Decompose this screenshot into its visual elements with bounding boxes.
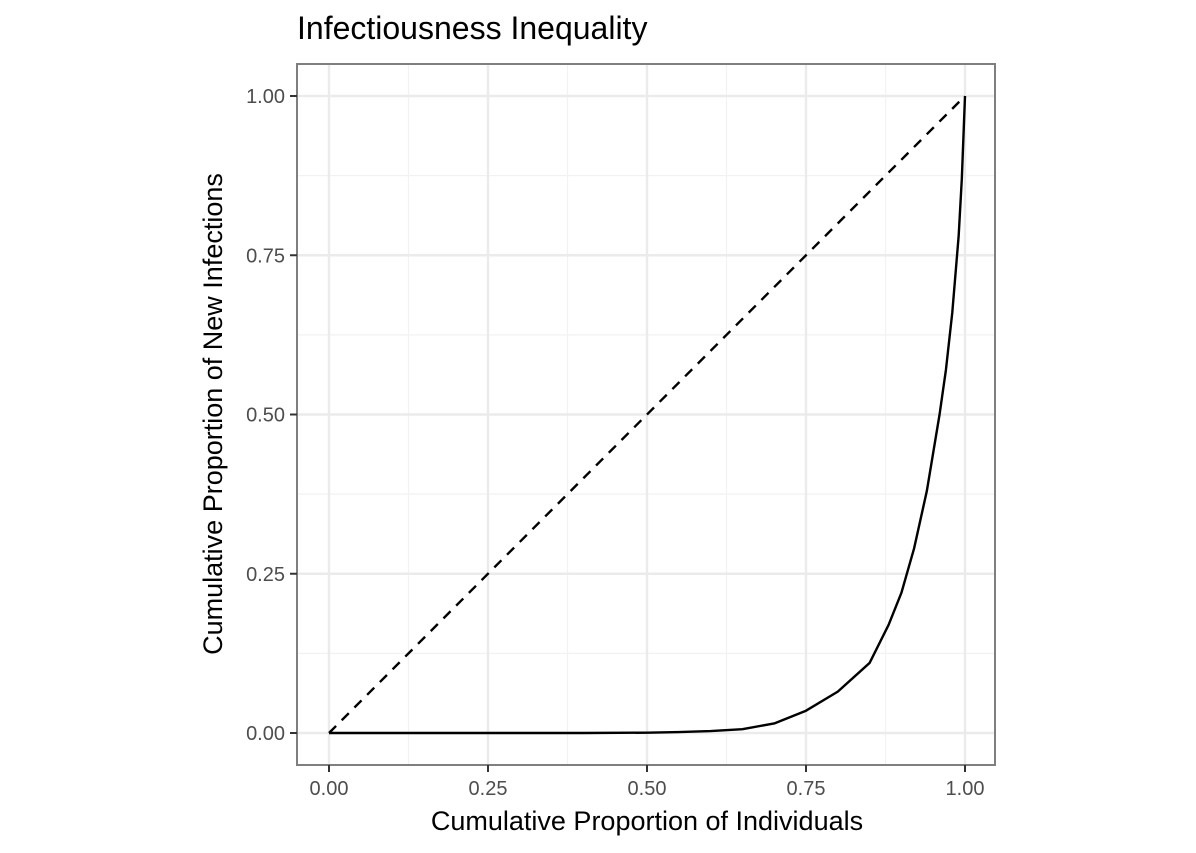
x-tick-label: 0.25 [469,778,508,800]
y-axis: 0.00 0.25 0.50 0.75 1.00 [246,86,297,745]
chart-title: Infectiousness Inequality [297,10,647,46]
y-tick-label: 0.25 [246,564,285,586]
y-axis-title: Cumulative Proportion of New Infections [198,173,228,655]
x-tick-label: 0.00 [310,778,349,800]
series-layer [328,95,967,735]
y-tick-label: 1.00 [246,86,285,108]
y-tick-label: 0.75 [246,245,285,267]
x-tick-label: 1.00 [946,778,985,800]
x-tick-label: 0.50 [628,778,667,800]
x-axis: 0.00 0.25 0.50 0.75 1.00 [310,765,985,800]
x-tick-label: 0.75 [787,778,826,800]
x-axis-title: Cumulative Proportion of Individuals [431,806,863,836]
y-tick-label: 0.00 [246,723,285,745]
equality-reference-line [328,95,966,734]
y-tick-label: 0.50 [246,405,285,427]
lorenz-curve-line [329,95,967,735]
